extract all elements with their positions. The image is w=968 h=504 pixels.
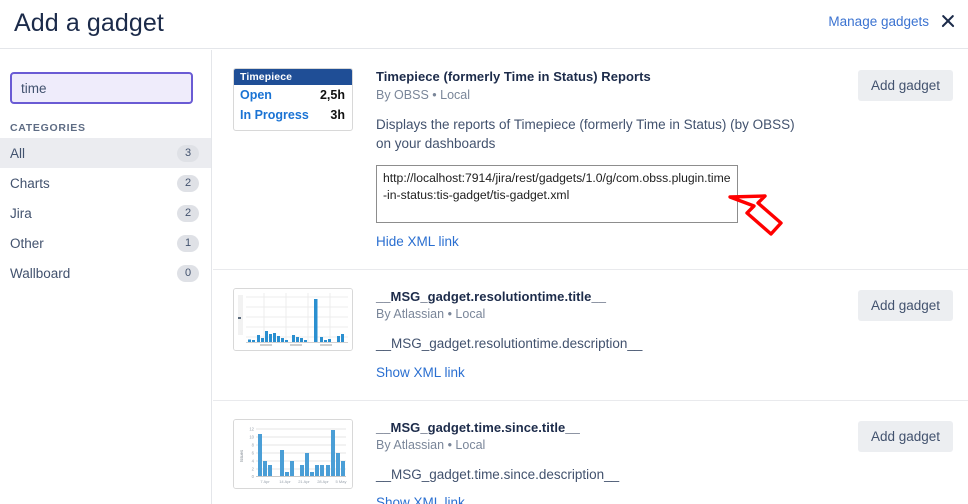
add-gadget-button[interactable]: Add gadget: [857, 420, 953, 452]
thumbnail-row-label: In Progress: [240, 108, 309, 123]
toggle-xml-link[interactable]: Show XML link: [376, 495, 465, 504]
close-icon[interactable]: [940, 13, 956, 29]
bar-chart-icon: [234, 288, 352, 350]
thumbnail-header: Timepiece: [234, 69, 352, 85]
gadget-title: __MSG_gadget.resolutiontime.title__: [376, 288, 607, 304]
gadget-list: Timepiece Open 2,5h In Progress 3h Timep…: [213, 50, 968, 504]
gadget-info: __MSG_gadget.time.since.title__ By Atlas…: [353, 419, 858, 504]
categories-heading: CATEGORIES: [10, 122, 86, 134]
svg-text:2: 2: [252, 466, 255, 471]
gadget-thumbnail-status-table: Timepiece Open 2,5h In Progress 3h: [233, 68, 353, 131]
xml-url-textarea[interactable]: http://localhost:7914/jira/rest/gadgets/…: [376, 164, 738, 223]
gadget-thumbnail-bar-chart: [233, 287, 353, 351]
gadget-description: __MSG_gadget.resolutiontime.description_…: [376, 336, 643, 352]
sidebar-item-other[interactable]: Other 1: [0, 228, 211, 258]
sidebar: CATEGORIES All 3 Charts 2 Jira 2 Other 1…: [0, 50, 212, 504]
gadget-row-resolutiontime: __MSG_gadget.resolutiontime.title__ By A…: [213, 270, 968, 401]
sidebar-item-count: 0: [177, 264, 199, 282]
bar-chart-icon: 12 10 8 6 4 2 0 Issues: [234, 419, 352, 488]
thumbnail-row-value: 2,5h: [319, 88, 345, 102]
thumbnail-row-label: Open: [240, 88, 272, 102]
add-gadget-button[interactable]: Add gadget: [857, 289, 953, 321]
toggle-xml-link[interactable]: Hide XML link: [376, 233, 459, 249]
sidebar-item-all[interactable]: All 3: [0, 138, 211, 168]
add-gadget-button[interactable]: Add gadget: [857, 70, 953, 101]
svg-text:6: 6: [252, 450, 255, 455]
svg-text:7 Apr: 7 Apr: [260, 479, 270, 484]
thumbnail-row: In Progress 3h: [234, 105, 352, 125]
sidebar-item-count: 2: [177, 204, 199, 222]
svg-text:0: 0: [252, 474, 255, 479]
gadget-info: Timepiece (formerly Time in Status) Repo…: [353, 68, 858, 251]
sidebar-item-charts[interactable]: Charts 2: [0, 168, 211, 198]
gadget-author: By Atlassian • Local: [376, 307, 486, 322]
dialog-header: Add a gadget Manage gadgets: [0, 0, 968, 49]
sidebar-item-jira[interactable]: Jira 2: [0, 198, 211, 228]
thumbnail-row-value: 3h: [330, 108, 345, 123]
sidebar-item-label: All: [10, 145, 26, 161]
svg-text:4: 4: [252, 458, 255, 463]
svg-text:5 May: 5 May: [336, 479, 347, 484]
manage-gadgets-link[interactable]: Manage gadgets: [828, 13, 929, 29]
svg-text:21 Apr: 21 Apr: [298, 479, 310, 484]
gadget-thumbnail-bar-chart-dates: 12 10 8 6 4 2 0 Issues: [233, 418, 353, 489]
sidebar-item-count: 1: [177, 234, 199, 252]
search-input[interactable]: [10, 72, 193, 104]
sidebar-item-count: 2: [177, 174, 199, 192]
search-container: [0, 50, 211, 104]
gadget-description: __MSG_gadget.time.since.description__: [376, 467, 620, 483]
svg-text:8: 8: [252, 442, 255, 447]
gadget-description: Displays the reports of Timepiece (forme…: [376, 116, 795, 151]
gadget-author: By Atlassian • Local: [376, 438, 486, 453]
svg-text:28 Apr: 28 Apr: [317, 479, 329, 484]
gadget-row-timesince: 12 10 8 6 4 2 0 Issues: [213, 401, 968, 504]
svg-text:14 Apr: 14 Apr: [279, 479, 291, 484]
svg-text:Issues: Issues: [239, 450, 244, 462]
sidebar-item-label: Other: [10, 235, 44, 251]
gadget-info: __MSG_gadget.resolutiontime.title__ By A…: [353, 288, 858, 382]
page-title: Add a gadget: [14, 9, 164, 37]
gadget-row-timepiece: Timepiece Open 2,5h In Progress 3h Timep…: [213, 50, 968, 270]
sidebar-item-count: 3: [177, 144, 199, 162]
gadget-title: Timepiece (formerly Time in Status) Repo…: [376, 69, 651, 84]
sidebar-item-wallboard[interactable]: Wallboard 0: [0, 258, 211, 288]
thumbnail-row: Open 2,5h: [234, 85, 352, 105]
gadget-title: __MSG_gadget.time.since.title__: [376, 419, 580, 435]
gadget-author: By OBSS • Local: [376, 87, 471, 102]
header-actions: Manage gadgets: [828, 13, 956, 29]
svg-text:12: 12: [249, 426, 254, 431]
svg-text:10: 10: [249, 434, 254, 439]
toggle-xml-link[interactable]: Show XML link: [376, 364, 465, 380]
sidebar-item-label: Charts: [10, 175, 50, 191]
sidebar-item-label: Wallboard: [10, 265, 71, 281]
sidebar-item-label: Jira: [10, 205, 32, 221]
